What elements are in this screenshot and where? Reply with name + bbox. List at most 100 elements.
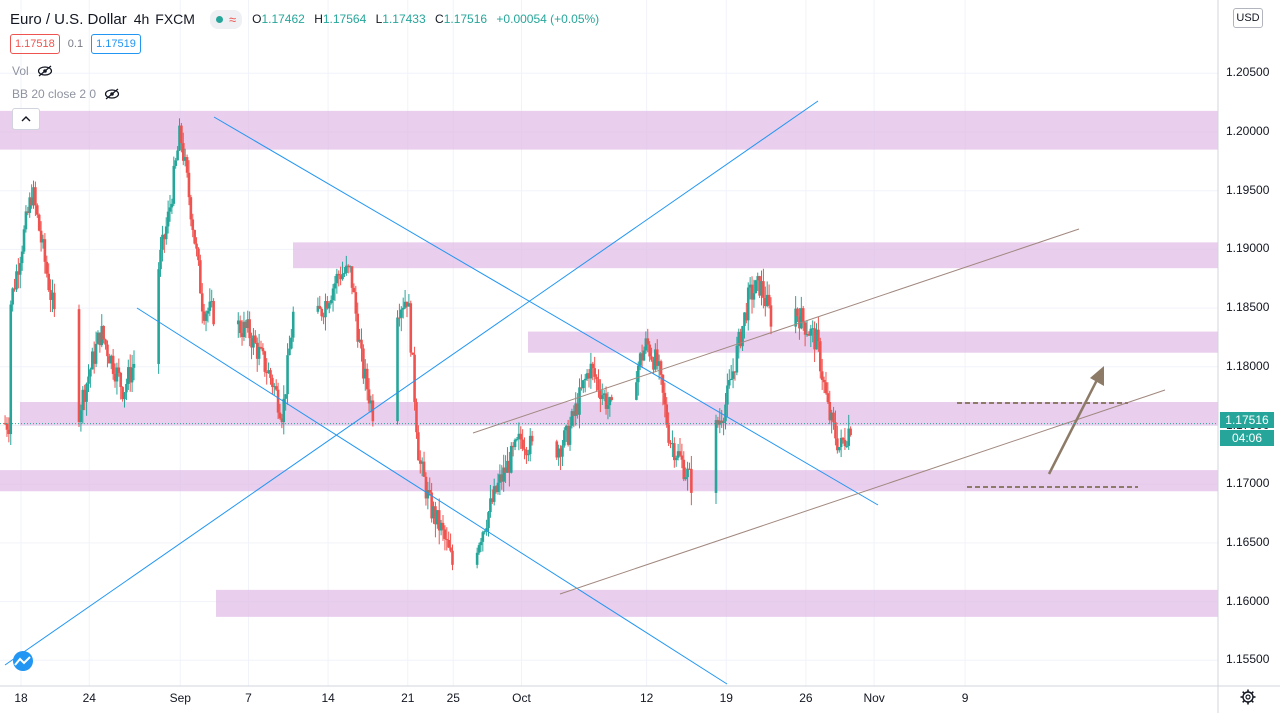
candle-body [250,338,253,348]
last-price-tag: 1.17516 [1220,412,1274,428]
candle-body [360,339,363,349]
candle-body [638,353,642,366]
candle-body [498,474,502,483]
candle-body [733,371,737,373]
buy-price-button[interactable]: 1.17519 [91,34,141,54]
candle-body [89,369,92,377]
candle-body [411,352,414,355]
candle-body [181,143,185,161]
candle-body [568,425,572,445]
candle-body [108,356,111,364]
time-tick-label: 26 [799,691,813,705]
candle-body [724,404,727,422]
candle-body [843,439,847,447]
candle-body [286,355,289,395]
candle-body [358,339,361,342]
indicator-bollinger[interactable]: BB 20 close 2 0 [12,87,120,101]
projection-arrow-head [1090,366,1104,386]
candle-body [718,420,722,425]
candle-body [206,310,210,314]
interval-label[interactable]: 4h [133,11,150,27]
candle-body [515,438,519,440]
candle-body [346,265,350,267]
sell-price-button[interactable]: 1.17518 [10,34,60,54]
candle-body [673,443,676,461]
candle-body [369,400,373,404]
candle-body [117,367,121,373]
candle-body [426,490,430,499]
open-value: 1.17462 [261,12,305,26]
candle-body [731,371,735,379]
candle-body [350,266,354,288]
candle-body [345,265,348,273]
indicator-volume[interactable]: Vol [12,64,53,78]
candle-body [572,411,576,416]
candle-body [727,380,731,386]
candle-body [688,468,691,470]
candle-body [726,385,729,405]
time-tick-label: 12 [639,691,654,705]
candle-body [506,460,509,473]
candle-body [255,342,259,359]
candle-body [585,373,589,379]
channel-lower-line [559,389,1166,595]
candle-body [636,365,640,383]
tradingview-logo-icon[interactable] [10,651,36,671]
candle-body [290,337,293,349]
candle-body [335,273,339,284]
candle-body [563,430,566,446]
gear-icon[interactable] [1240,689,1256,705]
candle-body [352,287,356,293]
candle-body [764,297,767,307]
currency-button[interactable]: USD [1233,8,1263,28]
candle-body [337,273,341,276]
candle-body [752,293,756,300]
candle-body [420,461,424,464]
candle-body [418,460,422,464]
candle-body [166,211,170,227]
eye-hidden-icon[interactable] [104,88,120,100]
candle-body [17,271,20,275]
candle-body [574,403,578,416]
candle-body [100,325,104,346]
candle-body [599,390,602,400]
eye-hidden-icon[interactable] [37,65,53,77]
candle-body [828,402,832,421]
candle-body [252,335,255,348]
time-tick-label: 19 [719,691,733,705]
candle-body [735,345,739,373]
price-tick-label: 1.17000 [1226,476,1270,491]
candle-body [428,490,432,493]
price-tick-label: 1.16000 [1226,593,1270,608]
candle-body [339,275,342,280]
candle-body [489,498,492,513]
candle-body [197,248,200,261]
candle-body [424,476,428,499]
price-tick-label: 1.19500 [1226,182,1270,197]
candle-body [748,284,752,288]
candle-body [530,435,534,442]
candle-body [90,351,94,370]
candle-body [762,281,765,298]
time-tick-label: Sep [169,691,191,705]
collapse-legend-button[interactable] [12,108,40,130]
candle-body [22,229,26,252]
candle-body [441,522,445,530]
candle-body [20,251,24,264]
candle-body [356,313,359,342]
candle-body [798,316,801,329]
candle-body [756,276,760,281]
candle-body [183,157,187,161]
candle-body [127,367,130,385]
time-tick-label: Nov [863,691,885,705]
symbol-title[interactable]: Euro / U.S. Dollar [10,10,127,28]
market-status-badge[interactable]: ≈ [209,9,243,29]
candle-body [644,338,648,351]
candle-body [398,317,401,319]
candle-body [523,448,526,450]
candle-body [597,379,600,391]
candle-body [178,125,181,151]
candle-body [284,394,287,399]
candle-body [187,172,191,198]
